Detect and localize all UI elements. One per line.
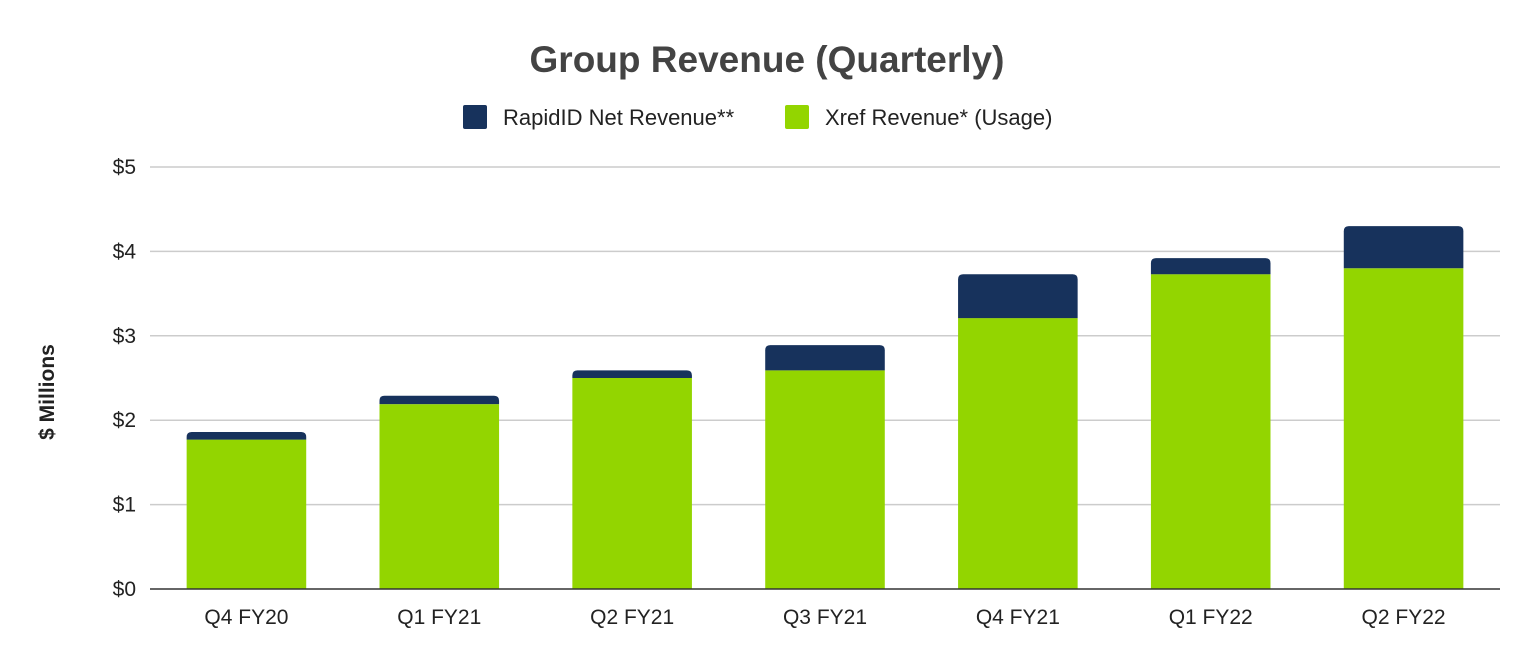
y-tick-label: $0	[113, 578, 136, 601]
bar-segment	[1150, 258, 1271, 275]
x-tick-label: Q3 FY21	[783, 606, 867, 629]
bar-segment	[958, 274, 1078, 319]
bar-segment	[958, 318, 1078, 589]
bar-segment	[765, 370, 885, 589]
bar-segment	[186, 432, 307, 440]
y-tick-label: $2	[113, 409, 136, 432]
bar-segment	[186, 439, 307, 589]
bars	[186, 226, 1464, 589]
bar-segment	[572, 370, 692, 378]
chart-title: Group Revenue (Quarterly)	[530, 39, 1005, 80]
y-tick-label: $4	[113, 240, 137, 263]
x-axis-ticks: Q4 FY20 Q1 FY21 Q2 FY21 Q3 FY21 Q4 FY21 Q1 FY…	[204, 606, 1445, 629]
y-axis-ticks: $0 $1 $2 $3 $4 $5	[113, 156, 137, 601]
legend-label: RapidID Net Revenue**	[503, 105, 735, 130]
bar-segment	[1150, 274, 1271, 589]
y-tick-label: $5	[113, 156, 136, 179]
legend: RapidID Net Revenue** Xref Revenue* (Usag…	[463, 105, 1052, 130]
y-tick-label: $3	[113, 325, 136, 348]
y-tick-label: $1	[113, 494, 136, 517]
x-tick-label: Q2 FY21	[590, 606, 674, 629]
x-tick-label: Q1 FY22	[1169, 606, 1253, 629]
legend-swatch	[785, 105, 809, 129]
x-tick-label: Q2 FY22	[1362, 606, 1446, 629]
legend-label: Xref Revenue* (Usage)	[825, 105, 1052, 130]
legend-swatch	[463, 105, 487, 129]
bar-segment	[379, 404, 500, 589]
y-axis-label: $ Millions	[36, 344, 59, 440]
x-tick-label: Q4 FY20	[204, 606, 288, 629]
bar-segment	[765, 345, 885, 371]
x-tick-label: Q4 FY21	[976, 606, 1060, 629]
bar-segment	[379, 395, 500, 405]
gridlines	[150, 166, 1500, 506]
x-tick-label: Q1 FY21	[397, 606, 481, 629]
bar-segment	[1343, 226, 1464, 269]
bar-segment	[1343, 268, 1464, 589]
bar-segment	[572, 378, 692, 589]
